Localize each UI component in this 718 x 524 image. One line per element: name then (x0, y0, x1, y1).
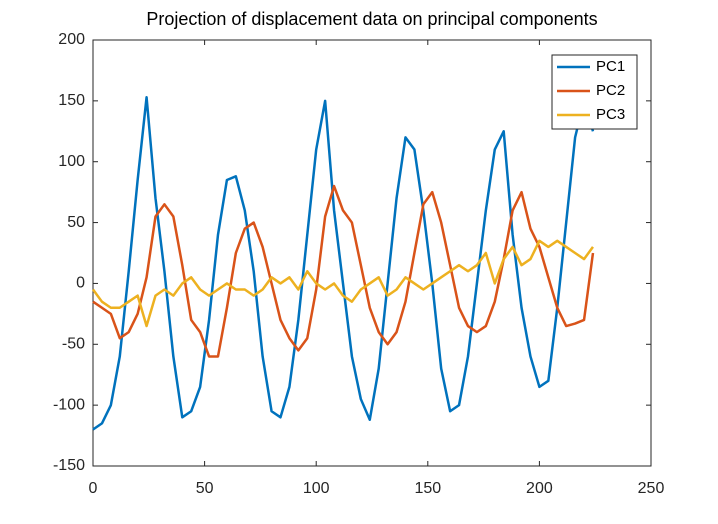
line-series (92, 95, 595, 431)
x-tick-label: 150 (414, 480, 441, 497)
y-tick-label: -50 (62, 336, 85, 353)
line-series (91, 239, 594, 328)
y-tick-label: 50 (67, 214, 85, 231)
legend-label: PC3 (596, 106, 625, 123)
chart-title: Projection of displacement data on princ… (146, 9, 597, 29)
y-tick-label: -150 (53, 457, 85, 474)
y-tick-label: -100 (53, 396, 85, 413)
y-tick-label: 150 (58, 92, 85, 109)
x-tick-label: 200 (526, 480, 553, 497)
line-series (92, 184, 595, 358)
legend-label: PC2 (596, 82, 625, 99)
y-tick-label: 200 (58, 31, 85, 48)
x-tick-label: 50 (196, 480, 214, 497)
y-tick-label: 100 (58, 153, 85, 170)
x-tick-label: 0 (89, 480, 98, 497)
x-tick-label: 250 (638, 480, 665, 497)
x-tick-label: 100 (303, 480, 330, 497)
legend-label: PC1 (596, 58, 625, 75)
y-tick-label: 0 (76, 275, 85, 292)
